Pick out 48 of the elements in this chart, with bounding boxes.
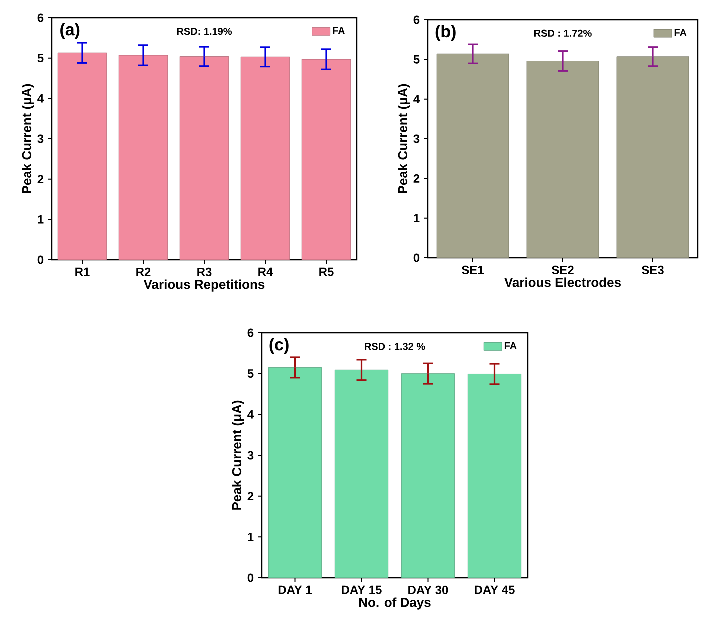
annotation: (a) [60, 23, 80, 40]
x-tick-label: DAY 45 [475, 586, 515, 594]
x-tick-label: SE1 [462, 266, 484, 274]
y-axis-title: Peak Current (μA) [398, 84, 410, 194]
x-tick-label: SE2 [552, 266, 574, 274]
x-tick-label: SE3 [642, 266, 664, 274]
legend-label: FA [504, 342, 517, 350]
y-tick-label: 3 [248, 451, 254, 460]
y-tick-label: 6 [38, 14, 44, 22]
x-tick-label: R3 [198, 268, 212, 276]
y-tick-label: 2 [414, 174, 420, 183]
y-tick-label: 1 [248, 533, 254, 542]
x-tick-label: R1 [76, 268, 90, 276]
y-tick-label: 4 [38, 94, 44, 103]
y-tick-label: 6 [248, 328, 254, 338]
annotation: RSD : 1.32 % [365, 343, 426, 350]
legend-label: FA [333, 27, 346, 34]
x-tick-label: R5 [320, 268, 334, 276]
x-tick-label: DAY 30 [408, 586, 448, 594]
y-axis-title: Peak Current (μA) [22, 84, 34, 194]
y-tick-label: 3 [414, 134, 420, 144]
x-axis-title: Various Repetitions [144, 280, 265, 292]
legend-label: FA [674, 29, 687, 36]
y-tick-label: 2 [248, 492, 254, 501]
y-axis-title: Peak Current (μA) [232, 400, 244, 510]
x-tick-label: DAY 1 [278, 586, 312, 594]
y-tick-label: 0 [38, 256, 44, 264]
y-tick-label: 4 [248, 410, 254, 419]
x-tick-label: R2 [136, 268, 151, 276]
annotation: RSD: 1.19% [177, 28, 232, 36]
x-axis-title: No. of Days [360, 598, 431, 610]
y-tick-label: 5 [38, 54, 44, 63]
y-tick-label: 1 [414, 214, 420, 222]
y-tick-label: 5 [248, 370, 254, 378]
y-tick-label: 4 [414, 95, 420, 104]
y-tick-label: 3 [38, 134, 44, 144]
y-tick-label: 1 [38, 216, 44, 224]
y-tick-label: 5 [414, 55, 420, 64]
x-tick-label: DAY 15 [342, 586, 382, 594]
x-axis-title: Various Electrodes [504, 278, 621, 288]
annotation: (c) [270, 338, 289, 354]
x-tick-label: R4 [258, 268, 274, 276]
y-tick-label: 0 [248, 574, 254, 582]
y-tick-label: 6 [414, 16, 420, 24]
annotation: (b) [436, 25, 456, 42]
annotation: RSD : 1.72% [534, 30, 592, 38]
y-tick-label: 0 [414, 254, 420, 262]
y-tick-label: 2 [38, 175, 44, 184]
